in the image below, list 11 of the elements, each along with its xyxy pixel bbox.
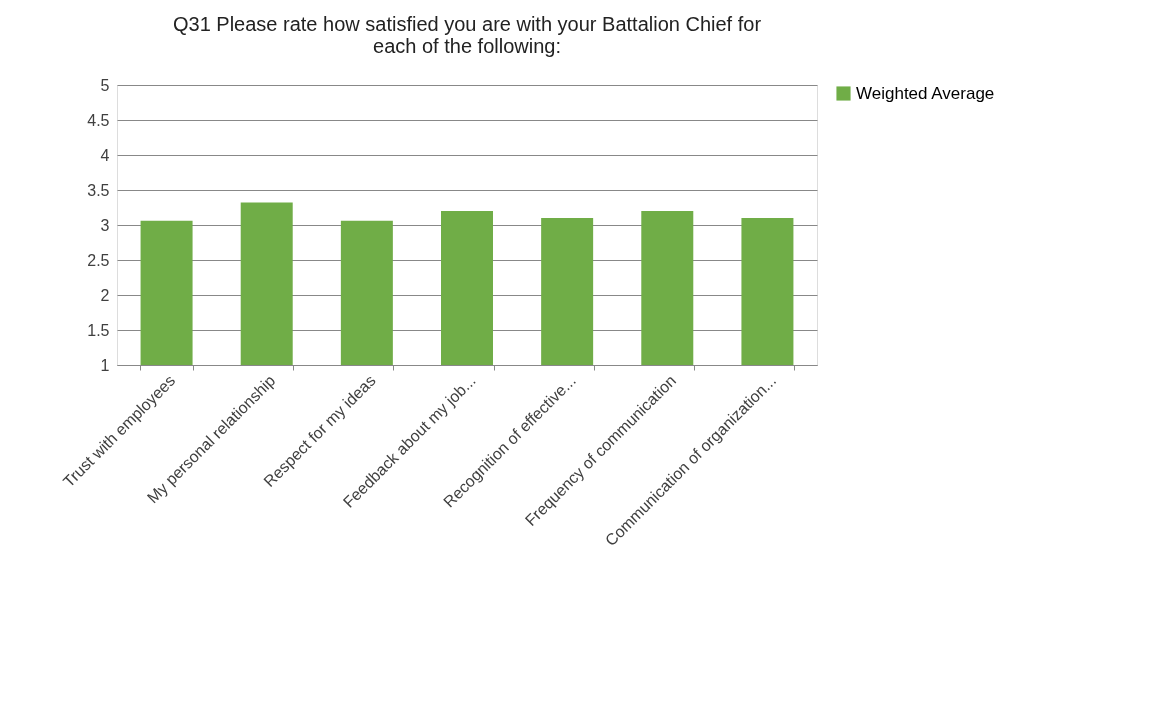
y-tick-label: 5 <box>100 76 110 94</box>
y-tick-label: 2.5 <box>87 251 110 269</box>
y-tick-label: 4.5 <box>87 111 110 129</box>
chart-title: Q31 Please rate how satisfied you are with your Battalion Chief for each of the following: <box>172 13 762 57</box>
y-tick-label: 3.5 <box>87 181 110 199</box>
y-tick-label: 1 <box>100 356 110 374</box>
y-tick-label: 4 <box>100 146 110 164</box>
y-tick-label: 1.5 <box>87 321 110 339</box>
y-tick-label: 2 <box>100 286 110 304</box>
y-tick-label: 3 <box>100 216 110 234</box>
legend-label: Weighted Average <box>856 83 995 103</box>
